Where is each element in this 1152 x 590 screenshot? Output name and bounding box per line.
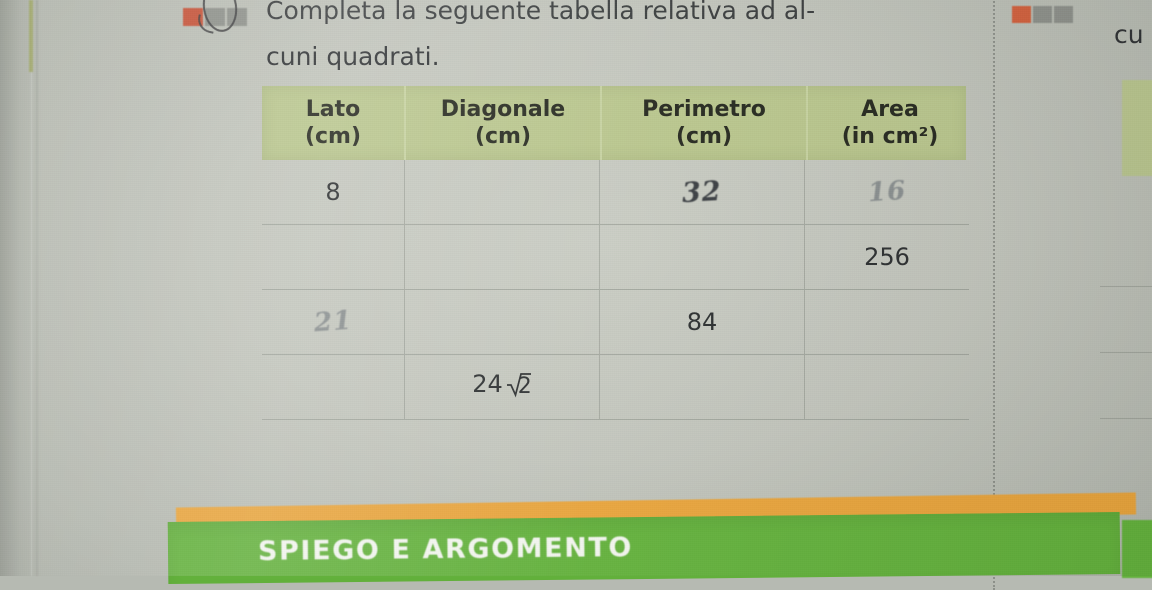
column-header-lato: Lato (cm) [262,86,406,160]
right-clipped-text: cu [1114,20,1144,49]
sqrt-icon: 2 [503,370,532,404]
banner-title: SPIEGO E ARGOMENTO [257,532,634,567]
radicand: 2 [517,374,532,399]
table-row: 256 [262,225,969,290]
exercise-number-badge: 59 [183,0,259,35]
squares-table: Lato (cm) Diagonale (cm) Perimetro (cm) … [262,86,969,422]
cell-diagonale-4[interactable]: 24 2 [405,355,600,420]
cell-diagonale-1[interactable] [405,160,600,225]
handwritten-circle-tail [195,14,217,34]
handwritten-answer-lato-3: 21 [312,305,354,339]
column-header-area: Area (in cm²) [808,86,972,160]
cell-diagonale-3[interactable] [405,290,600,355]
column-header-perimetro-unit: (cm) [675,124,733,149]
sqrt-glyph [506,373,531,398]
cell-perimetro-4[interactable] [600,355,805,420]
difficulty-square-1 [183,8,203,26]
difficulty-square-3 [227,8,247,26]
handwritten-answer-perimetro-1: 32 [681,175,723,209]
column-header-area-name: Area [861,97,919,122]
cell-lato-4[interactable] [262,355,405,420]
cell-area-3[interactable] [805,290,969,355]
right-margin-rule-3 [1100,418,1152,419]
exercise-prompt: Completa la seguente tabella relativa ad… [266,0,966,80]
radical-expression: 24 2 [472,370,532,404]
column-header-diagonale-name: Diagonale [440,97,566,122]
page-fold-highlight [31,0,32,576]
radical-coefficient: 24 [472,370,503,398]
column-header-area-unit: (in cm²) [841,124,939,149]
right-difficulty-square-3 [1054,6,1073,23]
right-difficulty-square-1 [1012,6,1031,23]
cell-perimetro-1[interactable]: 32 [600,160,805,225]
column-header-lato-name: Lato [305,97,361,122]
right-exercise-number-badge: 60 [1012,0,1073,26]
handwritten-answer-area-1: 16 [866,175,908,209]
margin-green-tick [29,0,33,72]
column-header-diagonale: Diagonale (cm) [406,86,602,160]
page-fold-line [36,0,38,576]
table-row: 24 2 [262,355,969,420]
table-row: 8 32 16 [262,160,969,225]
prompt-line-2: cuni quadrati. [266,42,440,71]
right-green-block [1122,80,1152,176]
cell-diagonale-2[interactable] [405,225,600,290]
cell-perimetro-2[interactable] [600,225,805,290]
column-header-perimetro: Perimetro (cm) [602,86,808,160]
column-header-diagonale-unit: (cm) [474,124,532,149]
difficulty-square-2 [205,8,225,26]
cell-lato-3[interactable]: 21 [262,290,405,355]
cell-lato-1[interactable]: 8 [262,160,405,225]
right-margin-rule-1 [1100,286,1152,287]
page-gutter-shadow [0,0,42,576]
right-difficulty-square-2 [1033,6,1052,23]
right-margin-rule-2 [1100,352,1152,353]
cell-area-1[interactable]: 16 [805,160,969,225]
cell-lato-2[interactable] [262,225,405,290]
cell-perimetro-3[interactable]: 84 [600,290,805,355]
table-header-row: Lato (cm) Diagonale (cm) Perimetro (cm) … [262,86,966,160]
column-dotted-separator [993,0,995,590]
cell-area-4[interactable] [805,355,969,420]
banner-right-green-block [1122,520,1152,578]
column-header-perimetro-name: Perimetro [642,97,766,122]
table-row: 21 84 [262,290,969,355]
prompt-line-1: Completa la seguente tabella relativa ad… [266,0,816,25]
column-header-lato-unit: (cm) [304,124,362,149]
cell-area-2[interactable]: 256 [805,225,969,290]
